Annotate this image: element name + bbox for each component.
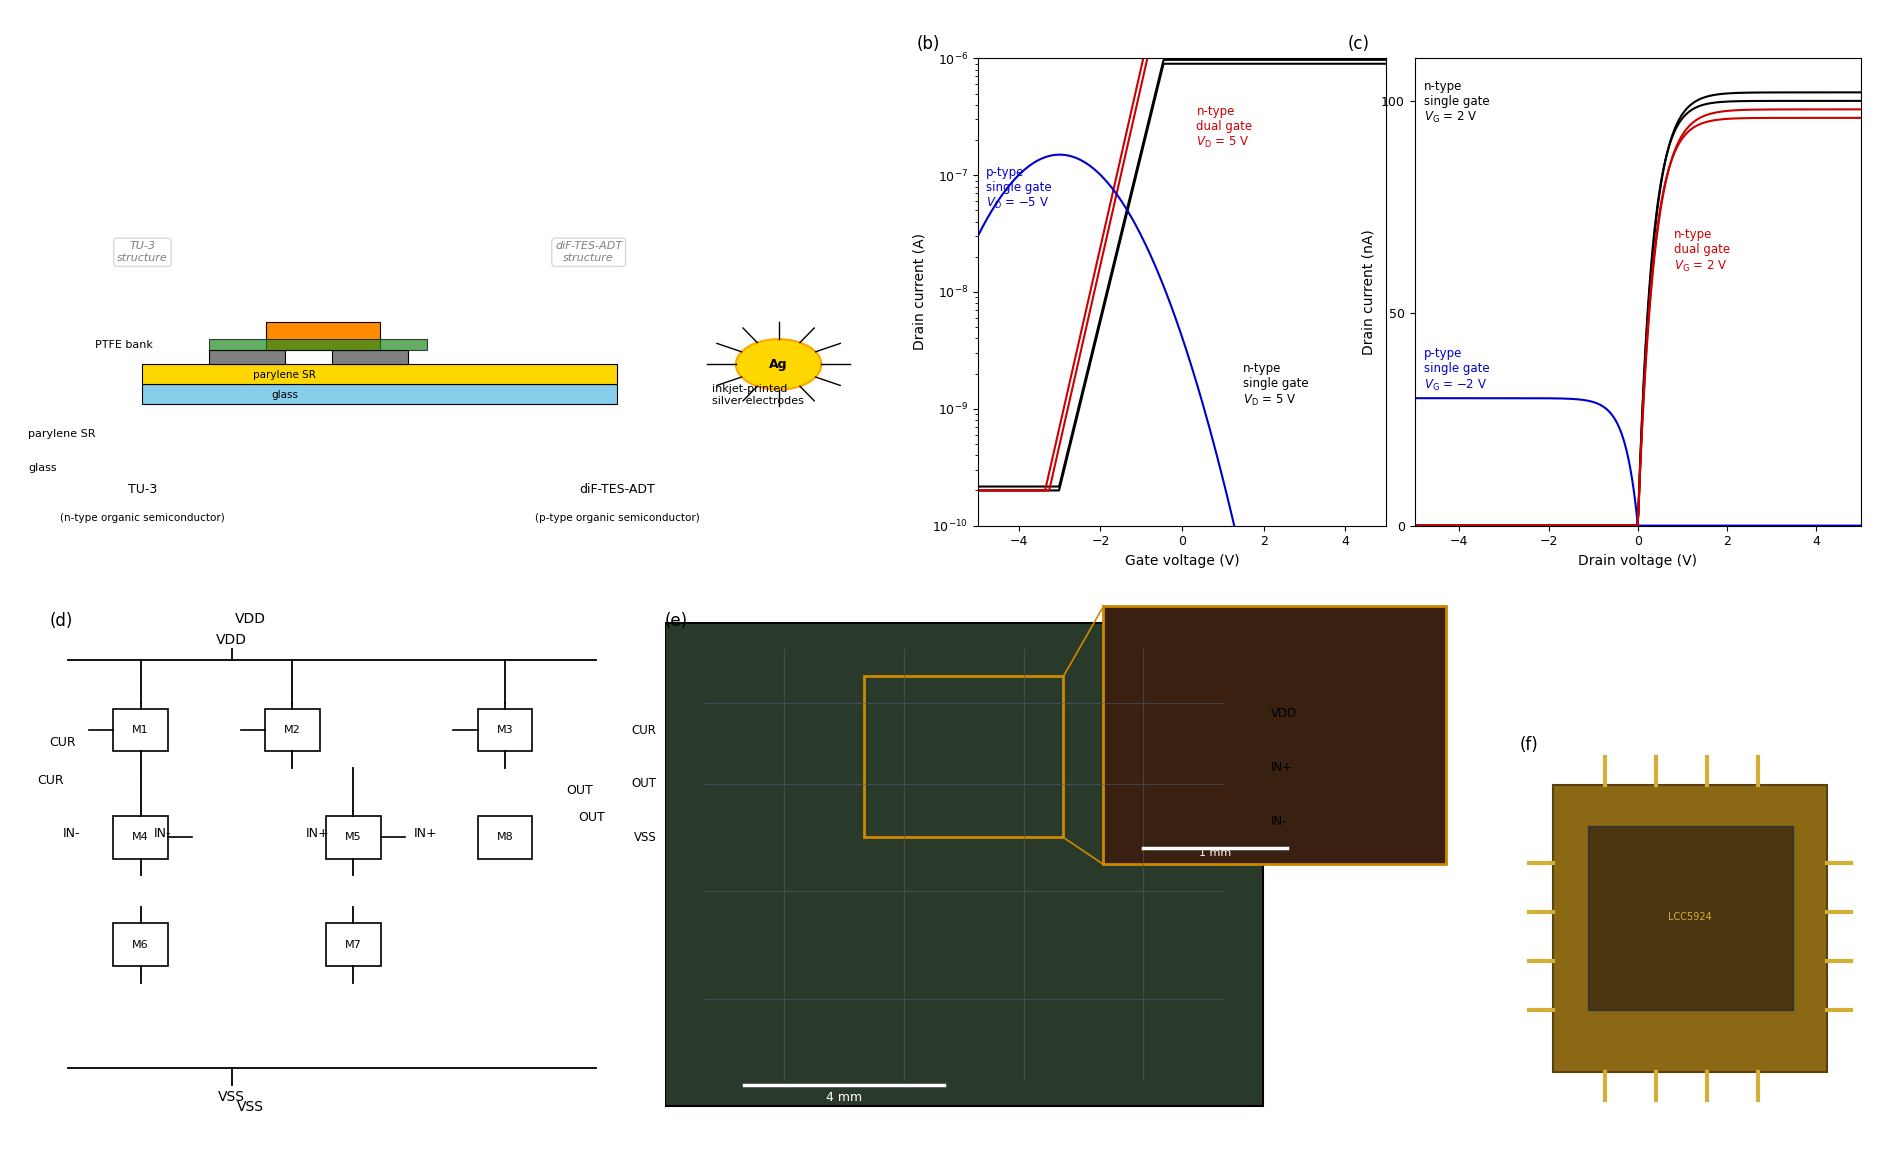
Text: n-type
dual gate
$V_\mathrm{G}$ = 2 V: n-type dual gate $V_\mathrm{G}$ = 2 V (1672, 228, 1729, 273)
Text: n-type
single gate
$V_\mathrm{D}$ = 5 V: n-type single gate $V_\mathrm{D}$ = 5 V (1243, 362, 1308, 408)
Text: VDD: VDD (216, 633, 247, 647)
Bar (114, 924, 167, 966)
Text: 1 mm: 1 mm (1198, 848, 1230, 858)
Text: parylene SR: parylene SR (252, 369, 317, 380)
Text: inkjet-printed
silver electrodes: inkjet-printed silver electrodes (712, 384, 803, 405)
Text: TU-3
structure: TU-3 structure (118, 242, 167, 263)
Text: IN-: IN- (63, 827, 80, 841)
Bar (478, 816, 531, 858)
Text: M7: M7 (345, 940, 361, 950)
Text: M8: M8 (497, 833, 512, 842)
Text: M4: M4 (133, 833, 148, 842)
Text: IN-: IN- (154, 827, 171, 841)
Text: OUT: OUT (566, 785, 592, 798)
Y-axis label: Drain current (A): Drain current (A) (913, 234, 926, 350)
Bar (1553, 785, 1826, 1072)
Text: IN+: IN+ (1270, 762, 1293, 774)
Bar (478, 709, 531, 751)
Text: VSS: VSS (634, 830, 657, 844)
Bar (209, 350, 285, 364)
Bar (326, 924, 380, 966)
Text: p-type
single gate
$V_\mathrm{G}$ = −2 V: p-type single gate $V_\mathrm{G}$ = −2 V (1424, 347, 1488, 392)
Bar (114, 709, 167, 751)
Text: TU-3: TU-3 (127, 484, 158, 496)
Text: M6: M6 (133, 940, 148, 950)
Text: VSS: VSS (218, 1090, 245, 1104)
Text: n-type
single gate
$V_\mathrm{G}$ = 2 V: n-type single gate $V_\mathrm{G}$ = 2 V (1424, 79, 1488, 125)
Text: OUT: OUT (632, 777, 657, 791)
Bar (864, 676, 1063, 837)
Bar (332, 350, 408, 364)
Text: M3: M3 (497, 725, 512, 735)
Text: IN+: IN+ (306, 827, 328, 841)
Text: OUT: OUT (577, 812, 604, 825)
Text: LCC5924: LCC5924 (1666, 912, 1712, 923)
Text: glass: glass (28, 463, 57, 473)
Text: CUR: CUR (38, 773, 65, 787)
Text: CUR: CUR (49, 736, 76, 749)
Text: (f): (f) (1518, 737, 1537, 755)
Text: PTFE bank: PTFE bank (95, 340, 152, 349)
Bar (1103, 606, 1446, 864)
Text: (b): (b) (917, 35, 940, 53)
Bar (266, 322, 380, 350)
Text: parylene SR: parylene SR (28, 430, 97, 439)
Text: p-type
single gate
$V_\mathrm{D}$ = −5 V: p-type single gate $V_\mathrm{D}$ = −5 V (985, 166, 1051, 211)
Text: IN-: IN- (1270, 815, 1287, 828)
X-axis label: Gate voltage (V): Gate voltage (V) (1124, 554, 1239, 568)
Text: (p-type organic semiconductor): (p-type organic semiconductor) (535, 514, 698, 523)
Bar (266, 709, 319, 751)
Text: (n-type organic semiconductor): (n-type organic semiconductor) (61, 514, 224, 523)
Text: diF-TES-ADT
structure: diF-TES-ADT structure (554, 242, 623, 263)
Text: (e): (e) (664, 612, 687, 630)
Bar (1587, 827, 1792, 1010)
Bar (326, 816, 380, 858)
Y-axis label: Drain current (nA): Drain current (nA) (1361, 229, 1374, 355)
X-axis label: Drain voltage (V): Drain voltage (V) (1577, 554, 1697, 568)
Text: M1: M1 (133, 725, 148, 735)
Text: IN+: IN+ (414, 827, 437, 841)
Bar (142, 364, 617, 384)
Text: Ag: Ag (769, 357, 788, 371)
Text: M5: M5 (345, 833, 361, 842)
Text: VDD: VDD (1270, 708, 1296, 721)
Text: M2: M2 (285, 725, 300, 735)
Text: (c): (c) (1348, 35, 1368, 53)
Text: CUR: CUR (632, 723, 657, 737)
Text: 4 mm: 4 mm (826, 1091, 862, 1104)
Bar (209, 339, 427, 350)
Bar (664, 623, 1262, 1106)
Bar (114, 816, 167, 858)
Bar (142, 384, 617, 404)
Text: glass: glass (271, 390, 298, 401)
Text: VSS: VSS (235, 1100, 264, 1114)
Text: (d): (d) (49, 612, 72, 630)
Text: diF-TES-ADT: diF-TES-ADT (579, 484, 655, 496)
Text: VDD: VDD (233, 612, 266, 626)
Circle shape (735, 339, 820, 390)
Text: n-type
dual gate
$V_\mathrm{D}$ = 5 V: n-type dual gate $V_\mathrm{D}$ = 5 V (1196, 105, 1253, 151)
